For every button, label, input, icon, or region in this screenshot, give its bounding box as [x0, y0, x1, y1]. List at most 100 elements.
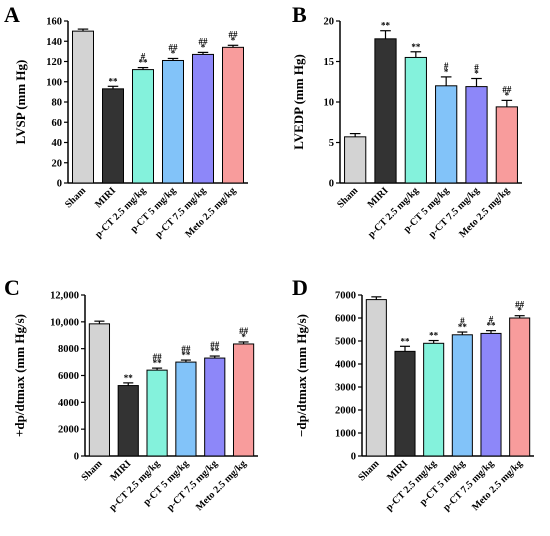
y-tick-label: 4000 — [58, 398, 79, 409]
bar — [465, 86, 488, 184]
bar — [72, 30, 94, 184]
bar — [117, 385, 139, 457]
panel-letter: D — [292, 275, 308, 300]
significance-hash: ## — [153, 352, 163, 362]
significance-hash: ## — [199, 36, 209, 46]
panel-letter: B — [292, 2, 307, 27]
significance-star: * — [201, 42, 206, 52]
significance-star: ** — [401, 336, 411, 346]
y-tick-label: 8000 — [58, 344, 79, 355]
panel-d: D −dp/dtmax (mm Hg/s) 0 1000 2000 3000 4000 500… — [292, 275, 534, 513]
y-tick-label: 0 — [329, 179, 334, 190]
bar — [451, 334, 473, 457]
bar — [423, 342, 445, 457]
bar — [146, 369, 168, 457]
significance-hash: # — [141, 52, 146, 62]
y-tick-label: 7000 — [335, 291, 356, 302]
y-tick-label: 160 — [46, 17, 62, 28]
y-tick-label: 1000 — [335, 429, 356, 440]
y-tick-label: 12,000 — [50, 291, 79, 302]
y-axis-label: LVEDP (mm Hg) — [291, 54, 306, 150]
significance-star: * — [444, 67, 449, 77]
y-tick-label: 6000 — [58, 371, 79, 382]
significance-hash: ## — [181, 344, 191, 354]
category-label: Sham — [79, 458, 105, 484]
bar — [175, 361, 197, 457]
significance-hash: # — [444, 61, 449, 71]
y-tick-label: 2000 — [58, 425, 79, 436]
bar — [509, 317, 531, 457]
bar — [344, 136, 367, 184]
y-tick-label: 6000 — [335, 314, 356, 325]
significance-star: ** — [109, 76, 119, 86]
y-tick-label: 60 — [52, 118, 63, 129]
y-tick-label: 10 — [324, 98, 335, 109]
category-label: p-CT 7.5 mg/kg — [441, 458, 496, 513]
y-tick-label: 120 — [46, 57, 62, 68]
significance-star: * — [241, 332, 246, 342]
panel-c: C +dp/dtmax (mm Hg/s) 0 2000 4000 6000 8000 10,… — [4, 275, 258, 513]
bar — [162, 59, 184, 184]
significance-star: ** — [139, 58, 149, 68]
bar — [480, 332, 502, 457]
category-label: Sham — [335, 185, 361, 211]
bar — [102, 88, 124, 184]
significance-star: ** — [429, 331, 439, 341]
bar — [394, 350, 416, 457]
bar — [495, 106, 518, 184]
significance-star: ** — [124, 373, 134, 383]
significance-hash: # — [489, 315, 494, 325]
significance-star: ** — [487, 321, 497, 331]
significance-hash: ## — [210, 340, 220, 350]
panel-letter: C — [4, 275, 20, 300]
category-label: MIRI — [385, 458, 410, 483]
significance-star: * — [505, 90, 510, 100]
bar — [404, 56, 427, 184]
bar — [365, 299, 387, 457]
y-tick-label: 4000 — [335, 360, 356, 371]
y-tick-label: 2000 — [335, 406, 356, 417]
y-tick-label: 100 — [46, 77, 62, 88]
significance-star: ** — [210, 346, 220, 356]
y-tick-label: 0 — [74, 452, 79, 463]
y-tick-label: 5000 — [335, 337, 356, 348]
significance-hash: ## — [502, 84, 512, 94]
significance-star: ** — [381, 21, 391, 31]
y-axis-label: +dp/dtmax (mm Hg/s) — [12, 314, 27, 437]
significance-star: ** — [181, 350, 191, 360]
y-tick-label: 0 — [57, 179, 62, 190]
y-tick-label: 15 — [324, 57, 335, 68]
bar — [192, 53, 214, 184]
bar — [232, 343, 255, 457]
significance-star: ** — [458, 322, 468, 332]
category-label: p-CT 2.5 mg/kg — [107, 458, 162, 513]
bar — [88, 323, 111, 457]
y-tick-label: 10,000 — [50, 317, 79, 328]
y-tick-label: 0 — [351, 452, 356, 463]
significance-hash: ## — [239, 326, 249, 336]
category-label: Meto 2.5 mg/kg — [470, 458, 525, 513]
significance-star: ** — [153, 358, 163, 368]
bar — [374, 38, 397, 184]
category-label: p-CT 7.5 mg/kg — [165, 458, 220, 513]
significance-star: ** — [411, 42, 421, 52]
significance-star: * — [474, 69, 479, 79]
category-label: p-CT 2.5 mg/kg — [384, 458, 439, 513]
bar — [204, 357, 226, 457]
y-tick-label: 140 — [46, 37, 62, 48]
category-label: Meto 2.5 mg/kg — [194, 458, 249, 513]
category-label: Sham — [63, 185, 89, 211]
y-tick-label: 5 — [329, 138, 334, 149]
significance-star: * — [171, 48, 176, 58]
y-tick-label: 80 — [52, 98, 63, 109]
significance-hash: ## — [515, 300, 525, 310]
significance-hash: ## — [169, 42, 179, 52]
y-tick-label: 20 — [52, 158, 63, 169]
bar — [435, 85, 458, 184]
category-label: Sham — [356, 458, 382, 484]
significance-hash: # — [474, 63, 479, 73]
y-axis-label: −dp/dtmax (mm Hg/s) — [294, 314, 309, 437]
